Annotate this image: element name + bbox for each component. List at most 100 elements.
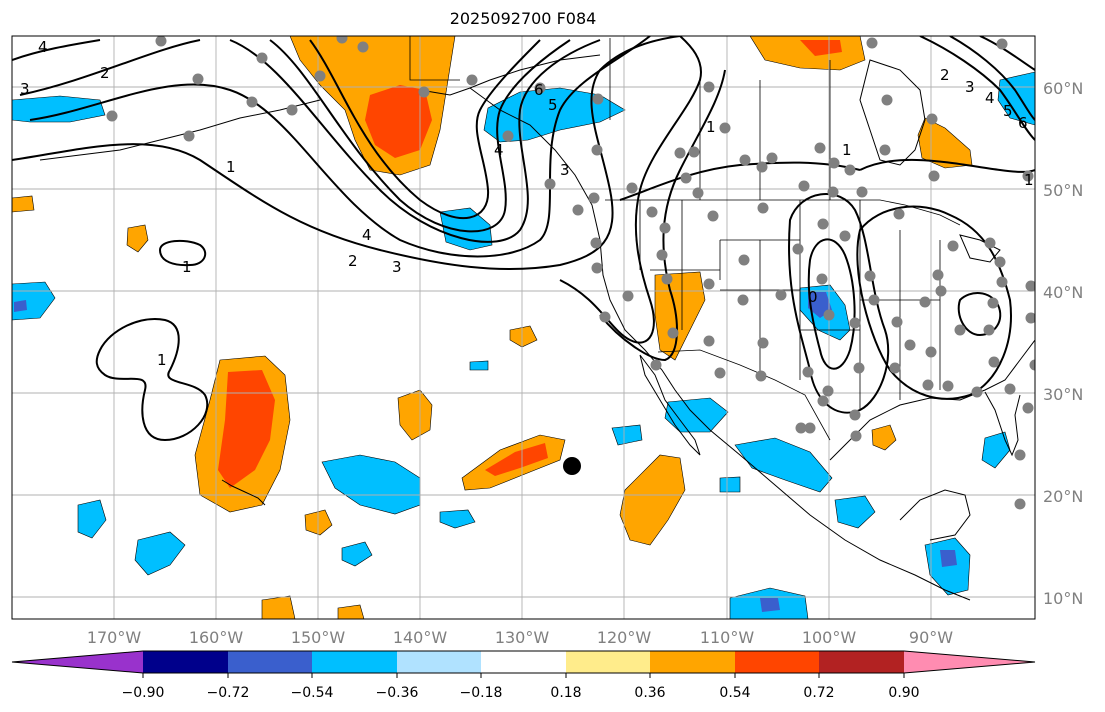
station-dot (707, 210, 719, 222)
station-dot (828, 157, 840, 169)
north-america-west-coast (469, 87, 971, 601)
canada-provinces (409, 36, 831, 200)
lon-label: 130°W (495, 628, 550, 647)
station-dot (1025, 312, 1035, 324)
anomaly-shading (12, 36, 1035, 619)
contour-west-4 (12, 39, 101, 61)
lon-label: 100°W (802, 628, 857, 647)
station-dot (739, 154, 751, 166)
station-dot (1025, 280, 1035, 292)
station-dot (502, 130, 514, 142)
station-dot (827, 186, 839, 198)
station-dot (922, 379, 934, 391)
station-dot (996, 276, 1008, 288)
colorbar-segment (397, 651, 481, 673)
contour-label: 1 (842, 141, 852, 159)
station-dot (816, 273, 828, 285)
station-dot (661, 273, 673, 285)
colorbar-segment (650, 651, 735, 673)
contour-label: 3 (965, 78, 975, 96)
florida (984, 391, 1021, 457)
positive-anomaly-small-2 (304, 509, 333, 536)
colorbar-tick: −0.36 (376, 685, 419, 701)
contour-trough-3 (309, 39, 541, 219)
station-dot (947, 240, 959, 252)
contour-lines (12, 36, 1035, 442)
contour-trough-2 (269, 39, 571, 233)
colorbar-tick: −0.90 (122, 685, 165, 701)
station-dot (932, 269, 944, 281)
station-dot (891, 316, 903, 328)
contour-northeast-2 (949, 36, 1035, 121)
map-title: 2025092700 F084 (449, 9, 597, 28)
positive-anomaly-baja (619, 454, 686, 546)
station-dot (928, 170, 940, 182)
colorbar-tick: −0.72 (207, 685, 250, 701)
negative-anomaly-bering (12, 95, 106, 123)
hudson-bay (859, 59, 926, 166)
lat-label: 30°N (1043, 385, 1083, 404)
contour-label: 6 (534, 81, 544, 99)
strong-anomaly-gulf-alaska (365, 85, 432, 158)
colorbar-segment (143, 651, 228, 673)
station-dot (984, 237, 996, 249)
station-dot (775, 289, 787, 301)
station-dot (849, 317, 861, 329)
station-dot (703, 278, 715, 290)
station-dot (904, 339, 916, 351)
contour-label: 3 (392, 258, 402, 276)
station-dot (738, 254, 750, 266)
station-dot (756, 161, 768, 173)
lon-label: 160°W (189, 628, 244, 647)
station-dot (737, 294, 749, 306)
colorbar-segment (12, 651, 143, 673)
contour-pacific-low (95, 318, 209, 442)
station-dot (626, 182, 638, 194)
station-dot (357, 41, 369, 53)
colorbar-segment (481, 651, 566, 673)
station-dot (804, 422, 816, 434)
station-dot (798, 180, 810, 192)
negative-anomaly-small-6 (611, 424, 643, 446)
station-dot (314, 70, 326, 82)
station-dot (192, 73, 204, 85)
negative-anomaly-strong-south (760, 598, 780, 612)
station-dot (534, 82, 546, 94)
station-dot (572, 204, 584, 216)
station-dot (659, 222, 671, 234)
station-dot (879, 144, 891, 156)
station-dot (646, 206, 658, 218)
colorbar-segment (228, 651, 312, 673)
contour-ridge-1 (559, 36, 702, 344)
negative-anomaly-small-3 (439, 509, 476, 529)
colorbar-segment (819, 651, 904, 673)
colorbar-segment (904, 651, 1035, 673)
station-dot (755, 370, 767, 382)
lon-label: 140°W (393, 628, 448, 647)
contour-northeast-1 (919, 36, 1035, 141)
colorbar-tick: 0.54 (719, 685, 750, 701)
colorbar-tick-labels: −0.90 −0.72 −0.54 −0.36 −0.18 0.18 0.36 … (122, 685, 920, 701)
station-dot (246, 96, 258, 108)
station-dot (795, 422, 807, 434)
negative-anomaly-atlantic-2 (997, 71, 1035, 126)
lat-label: 60°N (1043, 79, 1083, 98)
contour-west-1 (12, 36, 681, 271)
station-dot (866, 37, 878, 49)
contour-west-3 (19, 39, 201, 96)
station-dot (588, 192, 600, 204)
station-dot (1014, 449, 1026, 461)
station-dot (674, 147, 686, 159)
station-dot (466, 74, 478, 86)
negative-anomaly-small-8 (719, 476, 741, 493)
hawaii (221, 479, 266, 506)
contour-label: 2 (348, 252, 358, 270)
station-dots (106, 36, 1035, 510)
latitude-labels: 60°N 50°N 40°N 30°N 20°N 10°N (1043, 79, 1083, 608)
yucatan (899, 489, 971, 541)
station-dot (926, 113, 938, 125)
station-dot (942, 380, 954, 392)
station-dot (766, 152, 778, 164)
station-dot (935, 285, 947, 297)
colorbar-tick: 0.36 (634, 685, 665, 701)
